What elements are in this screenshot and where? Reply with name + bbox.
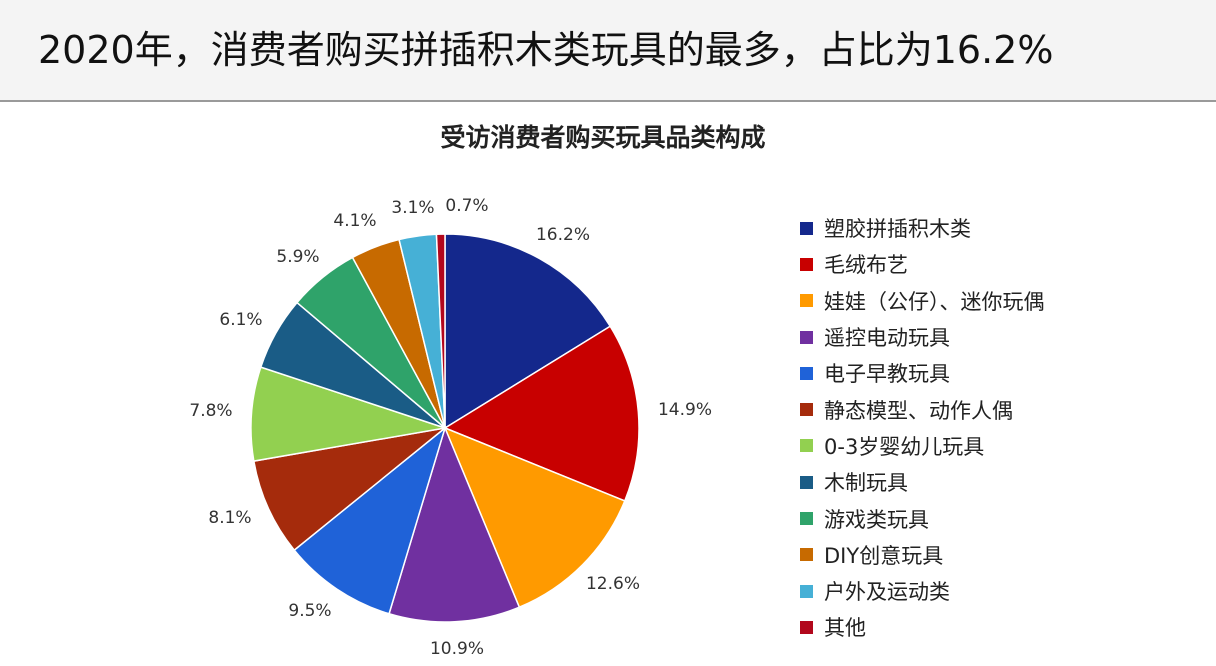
legend-swatch — [800, 512, 813, 526]
slice-value-label: 0.7% — [445, 196, 488, 216]
pie-slice — [250, 366, 446, 462]
legend-item: 娃娃（公仔）、迷你玩偶 — [800, 283, 1045, 319]
legend-swatch — [800, 620, 813, 634]
slice-value-label: 12.6% — [586, 574, 640, 594]
legend-swatch — [800, 366, 813, 380]
legend-item: 户外及运动类 — [800, 573, 1045, 609]
slice-value-label: 4.1% — [333, 211, 376, 231]
pie-slice — [252, 426, 448, 552]
page-title: 2020年，消费者购买拼插积木类玩具的最多，占比为16.2% — [38, 28, 1054, 72]
legend-swatch — [800, 221, 813, 235]
legend-item: 0-3岁婴幼儿玩具 — [800, 428, 1045, 464]
legend-label: 毛绒布艺 — [824, 253, 908, 278]
pie-slice — [443, 325, 640, 502]
slice-value-label: 16.2% — [536, 225, 590, 245]
legend-swatch — [800, 584, 813, 598]
legend-swatch — [800, 294, 813, 308]
legend-swatch — [800, 439, 813, 453]
legend-item: 木制玩具 — [800, 464, 1045, 500]
legend-label: 电子早教玩具 — [824, 362, 950, 387]
legend-item: 电子早教玩具 — [800, 355, 1045, 391]
legend-label: 其他 — [824, 616, 866, 641]
legend-swatch — [800, 403, 813, 417]
legend-swatch — [800, 475, 813, 489]
legend-swatch — [800, 548, 813, 562]
legend-label: DIY创意玩具 — [824, 543, 944, 568]
legend-label: 户外及运动类 — [824, 580, 950, 605]
legend-label: 游戏类玩具 — [824, 507, 929, 532]
slice-value-label: 5.9% — [276, 247, 319, 267]
slice-value-label: 14.9% — [658, 400, 712, 420]
legend-item: 游戏类玩具 — [800, 500, 1045, 536]
chart-title: 受访消费者购买玩具品类构成 — [440, 123, 766, 152]
legend-label: 0-3岁婴幼儿玩具 — [824, 434, 985, 459]
legend-swatch — [800, 330, 813, 344]
pie-slice — [388, 425, 521, 623]
header-divider — [0, 100, 1216, 102]
pie-slice — [435, 233, 446, 429]
legend-label: 塑胶拼插积木类 — [824, 217, 971, 242]
legend-item: 静态模型、动作人偶 — [800, 391, 1045, 427]
slice-value-label: 6.1% — [219, 310, 262, 330]
legend-item: DIY创意玩具 — [800, 537, 1045, 573]
header-band: 2020年，消费者购买拼插积木类玩具的最多，占比为16.2% — [0, 0, 1216, 100]
legend-swatch — [800, 257, 813, 271]
legend-label: 娃娃（公仔）、迷你玩偶 — [824, 289, 1045, 314]
legend-item: 塑胶拼插积木类 — [800, 210, 1045, 246]
pie-chart: 16.2% 14.9% 12.6% 10.9% 9.5% 8.1% 7.8% 6.1% 5.9%… — [189, 196, 712, 659]
legend-item: 其他 — [800, 609, 1045, 645]
slice-value-label: 3.1% — [391, 198, 434, 218]
slice-value-label: 7.8% — [189, 401, 232, 421]
slice-value-label: 10.9% — [430, 639, 484, 659]
pie-slice — [443, 426, 626, 609]
pie-slice — [444, 233, 612, 430]
legend-label: 静态模型、动作人偶 — [824, 398, 1013, 423]
legend-item: 毛绒布艺 — [800, 246, 1045, 282]
chart-legend: 塑胶拼插积木类 毛绒布艺娃娃（公仔）、迷你玩偶 遥控电动玩具 电子早教玩具静态模型、动… — [800, 210, 1045, 646]
legend-item: 遥控电动玩具 — [800, 319, 1045, 355]
slice-value-label: 9.5% — [288, 601, 331, 621]
legend-label: 遥控电动玩具 — [824, 326, 950, 351]
pie-slice — [293, 425, 447, 615]
legend-label: 木制玩具 — [824, 471, 908, 496]
slice-value-label: 8.1% — [208, 508, 251, 528]
